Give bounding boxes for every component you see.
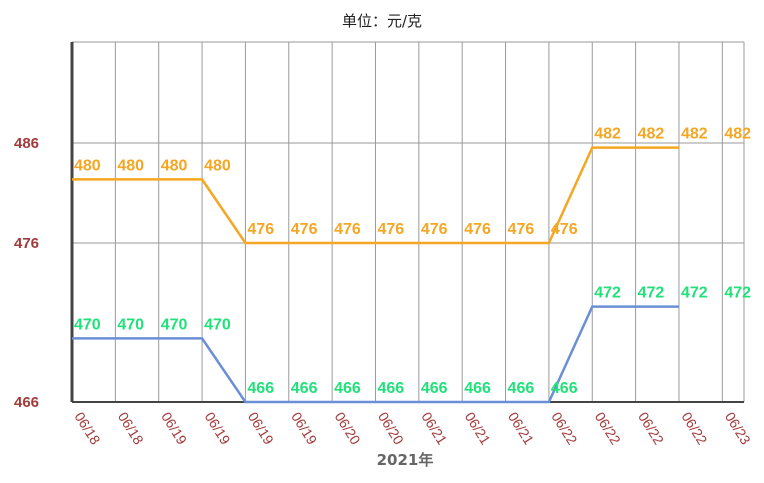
- data-label: 472: [638, 285, 665, 302]
- data-label: 470: [117, 316, 144, 333]
- x-tick-label: 06/18: [115, 409, 147, 447]
- data-label: 476: [291, 221, 318, 238]
- x-tick-label: 06/19: [288, 409, 320, 447]
- x-axis-ticks: 06/18 06/18 06/19 06/19 06/19 06/19 06/20 06/20…: [71, 409, 754, 447]
- x-tick-label: 06/22: [548, 409, 580, 447]
- data-label: 466: [291, 380, 318, 397]
- data-label: 480: [117, 157, 144, 174]
- data-label: 466: [334, 380, 361, 397]
- data-label: 476: [247, 221, 274, 238]
- x-tick-label: 06/21: [418, 409, 450, 447]
- data-label: 482: [638, 126, 665, 143]
- data-label: 472: [594, 285, 621, 302]
- x-tick-label: 06/20: [332, 409, 364, 447]
- data-label: 466: [551, 380, 578, 397]
- data-label: 472: [724, 285, 751, 302]
- unit-label-value: 元/克: [386, 12, 423, 30]
- data-label: 476: [377, 221, 404, 238]
- y-tick-label: 476: [14, 235, 39, 252]
- x-tick-label: 06/22: [678, 409, 710, 447]
- data-label: 466: [464, 380, 491, 397]
- x-tick-label: 06/19: [158, 409, 190, 447]
- x-tick-label: 06/22: [592, 409, 624, 447]
- x-tick-label: 06/19: [245, 409, 277, 447]
- data-label: 470: [161, 316, 188, 333]
- data-label: 470: [204, 316, 231, 333]
- data-label: 480: [204, 157, 231, 174]
- data-label: 466: [377, 380, 404, 397]
- unit-label-prefix: 单位：: [341, 12, 387, 30]
- data-label: 476: [508, 221, 535, 238]
- data-label: 480: [161, 157, 188, 174]
- data-label: 466: [508, 380, 535, 397]
- unit-label: 单位：元/克: [0, 10, 764, 31]
- y-tick-label: 486: [14, 135, 39, 152]
- series-lines: [72, 146, 679, 404]
- data-labels: 480 480 480 480 476 476 476 476 476 476 476 476 482 4…: [74, 126, 751, 397]
- x-tick-label: 06/23: [722, 409, 754, 447]
- x-tick-label: 06/21: [462, 409, 494, 447]
- grid: [70, 41, 745, 403]
- data-label: 476: [421, 221, 448, 238]
- y-tick-label: 466: [14, 394, 39, 411]
- data-label: 472: [681, 285, 708, 302]
- data-label: 482: [724, 126, 751, 143]
- data-label: 480: [74, 157, 101, 174]
- data-label: 476: [334, 221, 361, 238]
- data-label: 482: [594, 126, 621, 143]
- data-label: 482: [681, 126, 708, 143]
- data-label: 476: [464, 221, 491, 238]
- series-line-2: [72, 305, 679, 404]
- data-label: 466: [247, 380, 274, 397]
- x-tick-label: 06/18: [71, 409, 103, 447]
- y-axis-ticks: 466 476 486: [14, 135, 39, 411]
- x-axis-title: 2021年: [376, 451, 434, 469]
- x-tick-label: 06/22: [635, 409, 667, 447]
- x-tick-label: 06/21: [505, 409, 537, 447]
- data-label: 476: [551, 221, 578, 238]
- x-tick-label: 06/19: [202, 409, 234, 447]
- x-tick-label: 06/20: [375, 409, 407, 447]
- data-label: 470: [74, 316, 101, 333]
- data-label: 466: [421, 380, 448, 397]
- series-line-1: [72, 146, 679, 245]
